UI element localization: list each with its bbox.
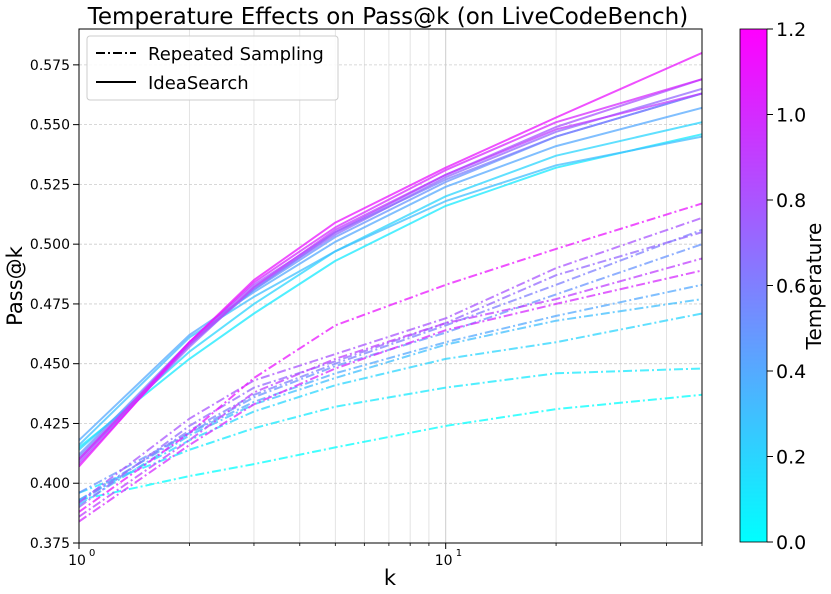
- y-tick-label: 0.375: [30, 536, 70, 552]
- colorbar-tick-label: 0.6: [776, 276, 806, 298]
- colorbar-tick-label: 1.2: [776, 19, 806, 41]
- ideasearch-line-t0-6: [79, 92, 702, 458]
- repeated-sampling-line-t0-5: [79, 243, 702, 494]
- repeated-sampling-line-t0-3: [79, 298, 702, 506]
- ideasearch-line-t0-4: [79, 106, 702, 441]
- legend: Repeated Sampling IdeaSearch: [86, 35, 339, 101]
- colorbar-tick-label: 1.0: [776, 105, 806, 127]
- y-tick-label: 0.475: [30, 297, 70, 313]
- ideasearch-line-t0-2: [79, 121, 702, 451]
- x-tick-exponent: 1: [456, 548, 462, 559]
- colorbar: [739, 28, 768, 543]
- ideasearch-line-t1: [79, 78, 702, 460]
- ideasearch-line-t0-9: [79, 92, 702, 465]
- repeated-sampling-line-t0-8: [79, 216, 702, 504]
- x-axis: 10 0 10 1: [68, 543, 703, 569]
- repeated-sampling-line-t1-1: [79, 202, 702, 513]
- ideasearch-line-t1-1: [79, 51, 702, 468]
- chart-title: Temperature Effects on Pass@k (on LiveCo…: [87, 4, 688, 30]
- colorbar-tick-label: 0.4: [776, 361, 806, 383]
- ideasearch-line-t0-7: [79, 87, 702, 461]
- repeated-sampling-line-t0-4: [79, 283, 702, 501]
- x-axis-label: k: [384, 566, 397, 590]
- legend-label-repeated-sampling: Repeated Sampling: [148, 44, 324, 65]
- repeated-sampling-line-t0-1: [79, 367, 702, 494]
- repeated-sampling-line-t0-6: [79, 228, 702, 504]
- y-tick-label: 0.400: [30, 476, 70, 492]
- colorbar-tick-label: 0.0: [776, 532, 806, 554]
- y-tick-label: 0.500: [30, 237, 70, 253]
- ideasearch-line-t0-5: [79, 92, 702, 456]
- y-tick-label: 0.550: [30, 118, 70, 134]
- legend-box: [86, 35, 339, 101]
- repeated-sampling-line-t0: [79, 393, 702, 501]
- colorbar-tick-label: 0.2: [776, 447, 806, 469]
- repeated-sampling-line-t0-7: [79, 231, 702, 508]
- y-tick-label: 0.575: [30, 58, 70, 74]
- y-axis-label: Pass@k: [3, 245, 27, 325]
- colorbar-label: Temperature: [802, 223, 826, 351]
- x-tick-exponent: 0: [89, 548, 95, 559]
- colorbar-ticks: 0.0 0.2 0.4 0.6 0.8 1.0 1.2: [767, 19, 806, 554]
- x-tick-label: 10: [68, 553, 86, 569]
- plot-frame: [78, 28, 703, 544]
- repeated-sampling-line-t0-2: [79, 312, 702, 501]
- repeated-sampling-line-t1: [79, 269, 702, 523]
- y-tick-label: 0.450: [30, 357, 70, 373]
- series-group: [79, 51, 702, 523]
- ideasearch-line-t0-3: [79, 135, 702, 446]
- ideasearch-line-t0-8: [79, 78, 702, 463]
- x-tick-label: 10: [435, 553, 453, 569]
- y-tick-label: 0.425: [30, 416, 70, 432]
- ideasearch-line-t0-1: [79, 133, 702, 449]
- repeated-sampling-line-t0-9: [79, 257, 702, 518]
- colorbar-tick-label: 0.8: [776, 190, 806, 212]
- y-tick-label: 0.525: [30, 177, 70, 193]
- y-axis: 0.375 0.400 0.425 0.450 0.475 0.500 0.525 0.550…: [30, 58, 79, 552]
- legend-label-ideasearch: IdeaSearch: [148, 73, 249, 94]
